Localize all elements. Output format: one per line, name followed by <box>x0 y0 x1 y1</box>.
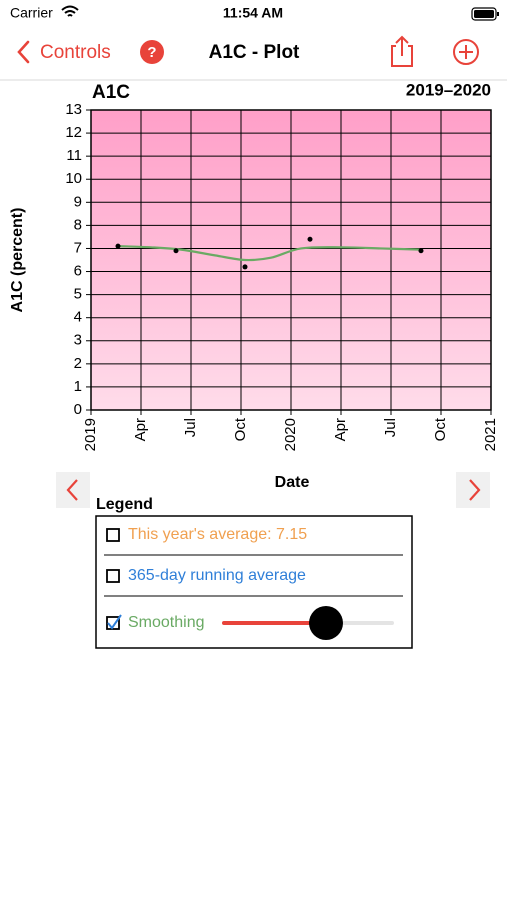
y-tick-label: 13 <box>65 101 82 118</box>
battery-icon <box>471 7 499 21</box>
help-button[interactable]: ? <box>140 40 164 64</box>
y-tick-label: 9 <box>74 193 82 210</box>
y-tick-label: 1 <box>74 378 82 395</box>
chart: A1C 2019–2020 A1C (percent) Date 0123456… <box>9 80 499 491</box>
wifi-icon <box>61 5 79 17</box>
x-tick-label: Jul <box>182 418 199 437</box>
smoothing-curve <box>117 245 422 262</box>
add-button[interactable] <box>453 39 479 65</box>
legend-label: 365-day running average <box>128 567 306 584</box>
y-tick-label: 5 <box>74 286 82 303</box>
plot-frame <box>90 109 492 411</box>
checkbox[interactable] <box>106 569 120 583</box>
y-tick-label: 2 <box>74 355 82 372</box>
legend-title: Legend <box>96 496 153 513</box>
x-tick-label: Oct <box>232 417 249 441</box>
y-tick-label: 10 <box>65 170 82 187</box>
y-tick-label: 4 <box>74 309 82 326</box>
data-point <box>307 236 313 242</box>
legend-label: Smoothing <box>128 614 205 631</box>
y-axis-label: A1C (percent) <box>9 208 26 313</box>
x-tick-label: Apr <box>332 418 349 441</box>
previous-button[interactable] <box>56 472 90 508</box>
x-axis-label: Date <box>275 474 310 491</box>
chart-title: A1C <box>92 82 130 103</box>
checkbox[interactable] <box>106 528 120 542</box>
legend-label: This year's average: 7.15 <box>128 526 307 543</box>
back-button[interactable]: Controls <box>17 40 111 64</box>
y-tick-label: 8 <box>74 216 82 233</box>
smoothing-slider[interactable] <box>222 606 394 640</box>
nav-title: A1C - Plot <box>209 42 300 63</box>
x-tick-label: Jul <box>382 418 399 437</box>
share-button[interactable] <box>391 35 413 67</box>
checkmark <box>107 614 122 630</box>
back-label[interactable]: Controls <box>40 42 111 63</box>
data-point <box>242 264 248 270</box>
help-label[interactable]: ? <box>147 44 156 61</box>
checkbox-box <box>106 569 120 583</box>
y-tick-label: 11 <box>66 147 82 164</box>
chart-subtitle: 2019–2020 <box>406 80 491 99</box>
y-tick-label: 7 <box>74 239 82 256</box>
checkbox[interactable] <box>106 614 122 630</box>
x-tick-label: Apr <box>132 418 149 441</box>
data-point <box>418 248 424 254</box>
y-tick-label: 0 <box>74 401 82 418</box>
x-tick-label: 2020 <box>282 418 299 451</box>
x-tick-label: Oct <box>432 417 449 441</box>
checkbox-box <box>106 616 120 630</box>
y-tick-label: 12 <box>65 124 82 141</box>
y-tick-label: 3 <box>74 332 82 349</box>
legend: Legend This year's average: 7.15 365-day … <box>95 496 413 649</box>
data-point <box>115 243 121 249</box>
clock: 11:54 AM <box>223 5 283 21</box>
x-tick-label: 2019 <box>82 418 99 451</box>
legend-box <box>95 515 413 649</box>
next-button[interactable] <box>456 472 490 508</box>
y-tick-label: 6 <box>74 263 82 280</box>
checkbox-box <box>106 528 120 542</box>
carrier: Carrier <box>10 5 53 21</box>
data-point <box>173 248 179 254</box>
x-tick-label: 2021 <box>482 418 499 451</box>
